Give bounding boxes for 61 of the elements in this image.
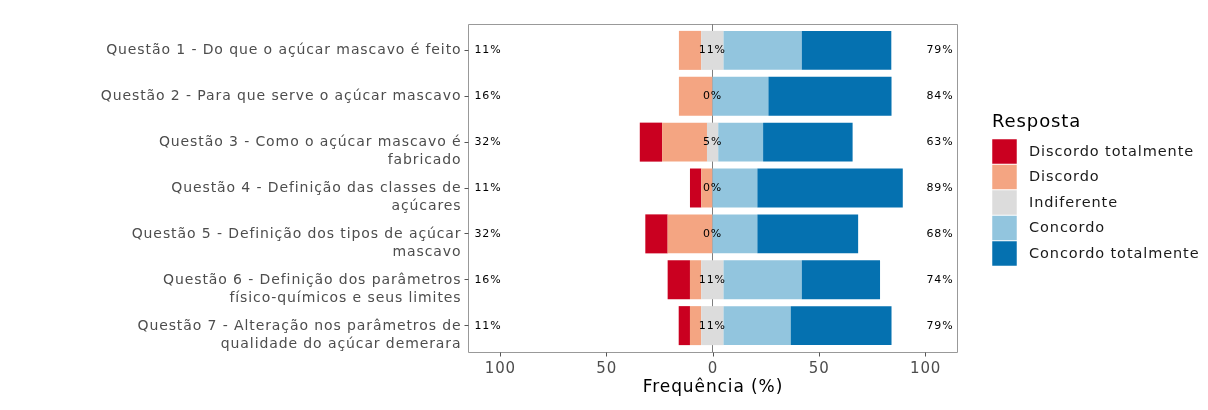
y-tick-label: Questão 3 - Como o açúcar mascavo é fabricado: [158, 133, 462, 168]
y-tick-label: Questão 4 - Definição das classes de açúcares: [171, 179, 462, 213]
bar: [701, 260, 724, 300]
bar: [678, 30, 702, 70]
y-tick-label: Questão 7 - Alteração nos parâmetros de qualidade do açúcar demerara: [137, 316, 462, 351]
legend-title: Resposta: [992, 110, 1082, 131]
bar: [757, 168, 903, 208]
bar: [639, 122, 663, 162]
bar: [689, 168, 702, 208]
x-tick-label: 0: [707, 358, 719, 377]
annotation: 32%: [474, 226, 502, 240]
bar: [768, 76, 892, 116]
annotation: 32%: [474, 135, 502, 149]
annotation: 11%: [474, 181, 502, 194]
bar: [667, 260, 690, 300]
data-label: 0%: [702, 89, 723, 103]
bar: [689, 260, 702, 300]
bar: [689, 306, 702, 346]
y-tick-label: Questão 2 - Para que serve o açúcar mascavo: [100, 87, 462, 104]
legend-label: Concordo totalmente: [1029, 244, 1200, 261]
bar: [723, 306, 791, 346]
data-label: 11%: [698, 272, 726, 286]
annotation: 63%: [926, 135, 954, 149]
legend-label: Concordo: [1029, 219, 1106, 235]
annotation: 16%: [474, 89, 502, 103]
annotation: 11%: [474, 43, 502, 57]
annotation: 84%: [926, 89, 954, 103]
annotation: 68%: [926, 226, 954, 240]
bar: [801, 30, 892, 70]
x-tick-label: 100: [909, 358, 942, 377]
bar: [723, 260, 802, 300]
bar: [801, 260, 881, 300]
x-tick-label: 100: [484, 358, 517, 377]
annotation: 79%: [926, 43, 954, 57]
data-label: 11%: [698, 43, 726, 57]
bar: [723, 30, 802, 70]
x-axis-title: Frequência (%): [642, 375, 784, 396]
data-label: 5%: [702, 135, 723, 149]
annotation: 89%: [926, 181, 954, 194]
y-tick-label: Questão 1 - Do que o açúcar mascavo é feito: [106, 41, 462, 58]
data-label: 11%: [698, 318, 726, 332]
bar: [678, 306, 690, 346]
bar: [790, 306, 892, 346]
y-tick-label: Questão 5 - Definição dos tipos de açúcar mascavo: [131, 224, 462, 259]
y-tick-label: Questão 6 - Definição dos parâmetros físico-químicos e seus limites: [163, 270, 462, 305]
annotation: 79%: [926, 318, 954, 332]
x-tick-label: 50: [596, 358, 618, 377]
annotation: 11%: [474, 318, 502, 332]
annotation: 16%: [474, 272, 502, 286]
legend-label: Indiferente: [1029, 193, 1118, 210]
bar: [757, 214, 859, 254]
x-tick-label: 50: [808, 358, 830, 377]
data-label: 0%: [702, 181, 723, 194]
legend-label: Discordo totalmente: [1029, 142, 1195, 159]
legend-label: Discordo: [1029, 168, 1100, 184]
bar: [763, 122, 853, 162]
annotation: 74%: [926, 272, 954, 286]
bar: [701, 306, 724, 346]
data-label: 0%: [702, 226, 723, 240]
bar: [645, 214, 668, 254]
bar: [701, 30, 724, 70]
